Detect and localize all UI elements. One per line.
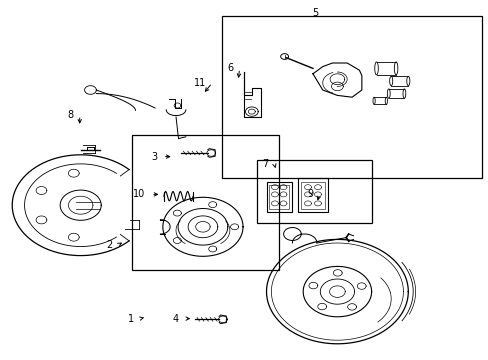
Text: 10: 10: [133, 189, 145, 199]
Text: 3: 3: [151, 152, 157, 162]
Bar: [268, 185, 289, 209]
Text: 6: 6: [227, 63, 233, 73]
Bar: [222, 16, 481, 178]
Bar: [266, 182, 291, 212]
Text: 7: 7: [262, 159, 268, 169]
Bar: [300, 182, 325, 209]
Bar: [298, 178, 327, 212]
Text: 2: 2: [106, 240, 112, 250]
Text: 11: 11: [194, 78, 206, 88]
Text: 5: 5: [312, 8, 318, 18]
Text: 9: 9: [307, 189, 313, 199]
Bar: [132, 135, 278, 270]
Text: 8: 8: [68, 110, 74, 120]
Text: 1: 1: [128, 314, 134, 324]
Bar: [256, 160, 371, 223]
Text: 4: 4: [173, 314, 179, 324]
